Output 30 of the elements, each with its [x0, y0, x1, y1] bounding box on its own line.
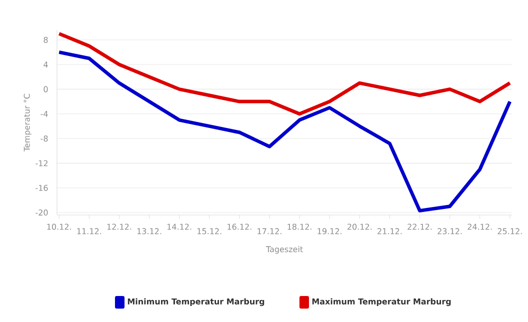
y-tick-label: -4 — [40, 110, 48, 117]
y-tick-label: 8 — [44, 36, 48, 43]
x-tick-label: 21.12. — [378, 228, 402, 234]
y-tick-label: 0 — [44, 86, 48, 92]
x-axis-title: Tageszeit — [266, 246, 303, 254]
x-tick-label: 16.12. — [228, 224, 252, 230]
y-tick-label: -20 — [36, 210, 48, 216]
x-tick-label: 24.12. — [468, 224, 492, 230]
y-tick-label: 4 — [44, 62, 48, 68]
x-tick-label: 25.12. — [498, 228, 522, 234]
x-tick-label: 11.12. — [77, 228, 102, 234]
y-tick-label: -16 — [36, 184, 48, 191]
x-tick-label: 18.12. — [288, 224, 312, 230]
line-series — [57, 32, 512, 116]
x-tick-label: 20.12. — [348, 224, 372, 230]
x-tick-label: 10.12. — [47, 224, 71, 230]
x-tick-label: 19.12. — [318, 228, 342, 234]
x-tick-label: 15.12. — [198, 228, 222, 234]
x-tick-label: 12.12. — [107, 224, 132, 230]
legend-label: Maximum Temperatur Marburg — [312, 298, 451, 306]
legend-label: Minimum Temperatur Marburg — [128, 298, 264, 306]
line-series — [57, 50, 512, 212]
x-tick-label: 22.12. — [408, 224, 432, 230]
x-tick-label: 14.12. — [167, 224, 192, 230]
y-tick-label: -8 — [40, 136, 48, 142]
y-tick-label: -12 — [36, 160, 48, 166]
x-tick-label: 13.12. — [137, 228, 162, 234]
x-tick-label: 23.12. — [438, 228, 462, 234]
y-axis-title: Temperatur °C — [24, 94, 32, 152]
x-tick-label: 17.12. — [258, 228, 282, 234]
